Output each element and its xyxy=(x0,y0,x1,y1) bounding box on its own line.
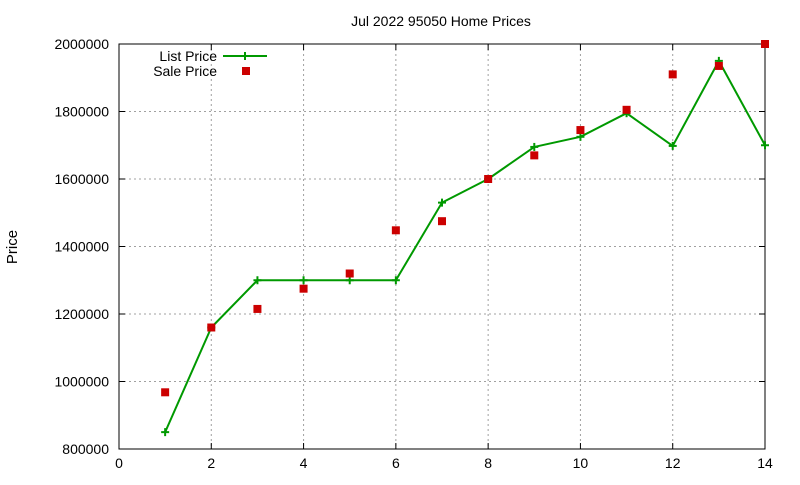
data-point-square xyxy=(668,70,677,79)
data-point-plus xyxy=(576,132,585,141)
data-point-square xyxy=(530,151,539,160)
legend-label-sale-price: Sale Price xyxy=(153,63,217,79)
x-tick-label: 14 xyxy=(757,455,773,471)
data-point-square xyxy=(438,217,446,226)
data-point-square xyxy=(714,61,723,70)
y-tick-label: 800000 xyxy=(62,441,109,457)
legend: List Price Sale Price xyxy=(153,48,267,79)
data-point-square xyxy=(391,226,400,235)
x-tick-label: 8 xyxy=(484,455,492,471)
x-tick-label: 4 xyxy=(300,455,308,471)
y-tick-label: 1000000 xyxy=(54,374,109,390)
y-axis-label: Price xyxy=(4,230,21,264)
data-point-square xyxy=(161,388,170,397)
y-tick-label: 1200000 xyxy=(54,306,109,322)
y-tick-label: 1400000 xyxy=(54,239,109,255)
data-point-square xyxy=(484,175,493,183)
data-point-plus xyxy=(761,141,769,150)
legend-label-list-price: List Price xyxy=(159,48,217,64)
series-layer xyxy=(161,40,769,437)
data-point-square xyxy=(253,304,262,313)
data-point-square xyxy=(761,40,769,48)
plot-border xyxy=(118,43,766,450)
y-tick-label: 2000000 xyxy=(54,36,109,52)
data-point-plus xyxy=(530,142,539,151)
data-point-plus xyxy=(668,141,677,150)
data-point-square xyxy=(299,284,308,293)
data-point-plus xyxy=(299,276,308,285)
y-tick-label: 1600000 xyxy=(54,171,109,187)
x-tick-label: 12 xyxy=(665,455,681,471)
data-point-square xyxy=(622,105,631,114)
series-sale-price xyxy=(161,40,769,397)
axes: 0 2 4 6 8 10 12 14 800000 1000000 1200000 1400000 16… xyxy=(54,36,773,471)
data-point-plus xyxy=(253,276,262,285)
y-tick-label: 1800000 xyxy=(54,104,109,120)
data-point-square xyxy=(207,323,216,332)
x-tick-label: 2 xyxy=(207,455,215,471)
grid xyxy=(119,44,765,449)
data-point-plus xyxy=(391,276,400,285)
legend-marker-sale-price xyxy=(242,67,250,75)
data-point-plus xyxy=(161,428,170,437)
data-point-square xyxy=(576,126,585,135)
legend-marker-list-price xyxy=(241,52,249,60)
x-tick-label: 0 xyxy=(115,455,123,471)
chart-title: Jul 2022 95050 Home Prices xyxy=(351,13,531,29)
series-line xyxy=(164,59,766,433)
data-point-square xyxy=(345,269,354,278)
x-tick-label: 10 xyxy=(573,455,589,471)
x-tick-label: 6 xyxy=(392,455,400,471)
data-point-plus xyxy=(345,276,354,285)
data-point-plus xyxy=(438,198,446,207)
